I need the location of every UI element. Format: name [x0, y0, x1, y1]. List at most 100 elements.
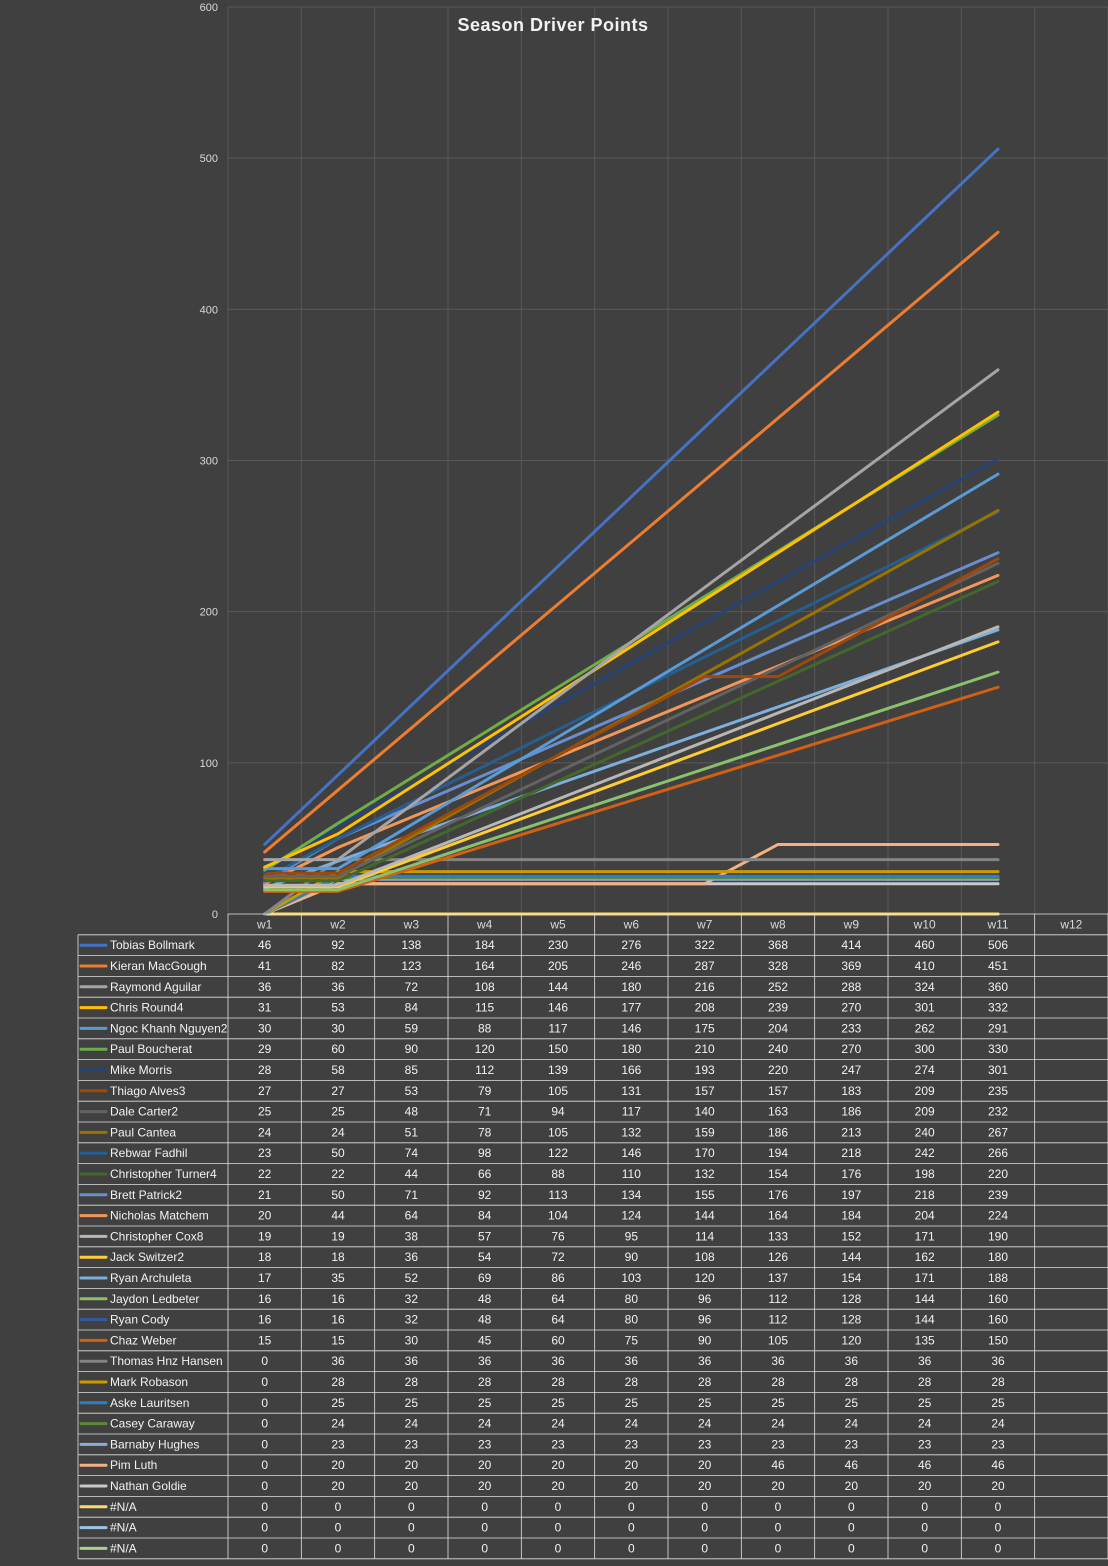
data-label: 45: [478, 1333, 492, 1347]
data-label: 24: [845, 1417, 859, 1431]
table-row: Ngoc Khanh Nguyen2 30 30 59 88 117 146 175 204 23…: [79, 1021, 1008, 1035]
data-label: 180: [621, 980, 641, 994]
data-label: 171: [915, 1229, 935, 1243]
data-label: 24: [405, 1417, 419, 1431]
series-line: [263, 230, 1000, 854]
data-label: 0: [701, 1521, 708, 1535]
data-label: 21: [258, 1188, 272, 1202]
legend-entry: Thomas Hnz Hansen: [110, 1354, 223, 1368]
y-tick-label: 500: [200, 153, 218, 165]
data-label: 76: [551, 1229, 565, 1243]
legend-entry: Chaz Weber: [110, 1333, 176, 1347]
legend-entry: Ngoc Khanh Nguyen2: [110, 1021, 228, 1035]
data-label: 154: [841, 1271, 861, 1285]
data-label: 29: [258, 1042, 272, 1056]
data-label: 16: [331, 1292, 345, 1306]
data-label: 36: [698, 1354, 712, 1368]
data-label: 64: [551, 1292, 565, 1306]
data-label: 53: [405, 1084, 419, 1098]
data-label: 36: [258, 980, 272, 994]
data-label: 216: [695, 980, 715, 994]
data-label: 27: [258, 1084, 272, 1098]
data-label: 16: [258, 1313, 272, 1327]
data-label: 218: [841, 1146, 861, 1160]
legend-entry: #N/A: [110, 1521, 137, 1535]
data-label: 92: [478, 1188, 492, 1202]
data-label: 114: [695, 1229, 714, 1243]
data-label: 23: [551, 1437, 565, 1451]
data-label: 262: [915, 1021, 935, 1035]
data-label: 117: [548, 1021, 567, 1035]
data-label: 183: [841, 1084, 861, 1098]
data-label: 28: [478, 1375, 492, 1389]
x-category-label: w10: [913, 917, 936, 931]
data-label: 276: [621, 938, 641, 952]
data-label: 36: [551, 1354, 565, 1368]
table-row: Barnaby Hughes 0 23 23 23 23 23 23 23 23 23 23: [79, 1437, 1005, 1451]
data-label: 44: [405, 1167, 419, 1181]
data-label: 180: [988, 1250, 1008, 1264]
data-label: 0: [995, 1541, 1002, 1555]
legend-entry: Mike Morris: [110, 1063, 172, 1077]
data-label: 180: [621, 1042, 641, 1056]
data-label: 82: [331, 959, 345, 973]
data-label: 90: [625, 1250, 639, 1264]
data-label: 60: [331, 1042, 345, 1056]
data-label: 288: [841, 980, 861, 994]
data-label: 28: [551, 1375, 565, 1389]
legend-entry: Ryan Cody: [110, 1313, 169, 1327]
table-row: Thiago Alves3 27 27 53 79 105 131 157 157 183 209 2…: [79, 1084, 1008, 1098]
data-label: 146: [621, 1021, 641, 1035]
data-label: 16: [331, 1313, 345, 1327]
data-label: 96: [698, 1292, 712, 1306]
legend-entry: #N/A: [110, 1500, 137, 1514]
data-label: 60: [551, 1333, 565, 1347]
data-label: 30: [405, 1333, 419, 1347]
data-label: 20: [625, 1479, 639, 1493]
data-label: 25: [698, 1396, 712, 1410]
data-label: 220: [768, 1063, 788, 1077]
data-label: 18: [331, 1250, 345, 1264]
data-label: 35: [331, 1271, 345, 1285]
data-label: 0: [555, 1541, 562, 1555]
data-label: 267: [988, 1125, 1008, 1139]
series-line: [263, 472, 1000, 871]
data-label: 0: [628, 1541, 635, 1555]
legend-entry: Nathan Goldie: [110, 1479, 187, 1493]
data-label: 20: [405, 1479, 419, 1493]
data-label: 94: [551, 1105, 565, 1119]
data-label: 0: [261, 1479, 268, 1493]
data-label: 154: [768, 1167, 788, 1181]
data-label: 205: [548, 959, 568, 973]
y-tick-label: 0: [212, 909, 218, 921]
data-label: 28: [405, 1375, 419, 1389]
data-label: 0: [408, 1500, 415, 1514]
data-label: 213: [841, 1125, 861, 1139]
table-row: Rebwar Fadhil 23 50 74 98 122 146 170 194 218 242 2…: [79, 1146, 1008, 1160]
y-tick-label: 300: [200, 456, 218, 468]
data-label: 24: [331, 1417, 345, 1431]
data-label: 270: [841, 1042, 861, 1056]
series-line: [263, 557, 1000, 875]
data-label: 137: [768, 1271, 788, 1285]
data-label: 0: [261, 1437, 268, 1451]
data-label: 0: [335, 1541, 342, 1555]
data-label: 28: [991, 1375, 1005, 1389]
data-label: 23: [258, 1146, 272, 1160]
data-label: 194: [768, 1146, 788, 1160]
data-label: 322: [695, 938, 715, 952]
data-label: 22: [331, 1167, 345, 1181]
table-row: Tobias Bollmark 46 92 138 184 230 276 322 368 414…: [79, 938, 1008, 952]
data-label: 0: [261, 1541, 268, 1555]
data-label: 242: [915, 1146, 935, 1160]
table-row: Pim Luth 0 20 20 20 20 20 20 46 46 46 46: [79, 1458, 1005, 1472]
table-row: #N/A 0 0 0 0 0 0 0 0 0 0 0: [79, 1541, 1002, 1555]
data-label: 274: [915, 1063, 935, 1077]
table-row: Christopher Cox8 19 19 38 57 76 95 114 133 152 171…: [79, 1229, 1008, 1243]
data-label: 117: [622, 1105, 641, 1119]
data-label: 233: [841, 1021, 861, 1035]
data-label: 0: [261, 1375, 268, 1389]
legend-entry: Pim Luth: [110, 1458, 157, 1472]
data-label: 0: [555, 1500, 562, 1514]
